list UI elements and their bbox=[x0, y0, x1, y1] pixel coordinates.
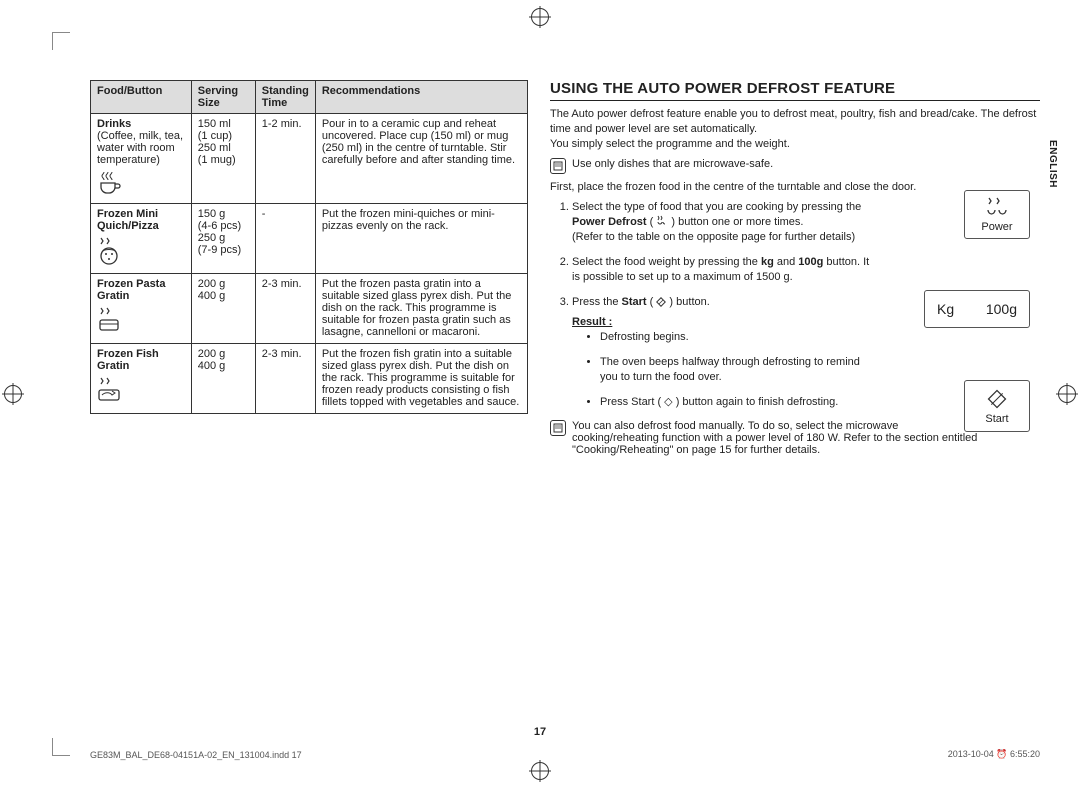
cell-food: Frozen Pasta Gratin bbox=[91, 274, 192, 344]
crop-mark bbox=[52, 32, 70, 50]
cell-rec: Put the frozen pasta gratin into a suita… bbox=[315, 274, 527, 344]
note-icon bbox=[550, 158, 566, 174]
snow-fish-icon bbox=[97, 376, 123, 409]
defrost-section: ENGLISH USING THE AUTO POWER DEFROST FEA… bbox=[550, 80, 1040, 728]
result-item: The oven beeps halfway through defrostin… bbox=[600, 355, 880, 385]
note-icon bbox=[550, 420, 566, 436]
defrost-icon bbox=[983, 196, 1011, 218]
power-defrost-button-illus: Power bbox=[964, 190, 1030, 239]
footer: GE83M_BAL_DE68-04151A-02_EN_131004.indd … bbox=[90, 749, 1040, 760]
th-size: Serving Size bbox=[191, 81, 255, 114]
cell-rec: Put the frozen fish gratin into a suitab… bbox=[315, 344, 527, 414]
100g-label: 100g bbox=[986, 301, 1017, 317]
page-content: Food/Button Serving Size Standing Time R… bbox=[90, 80, 1040, 728]
result-item: Press Start ( ◇ ) button again to finish… bbox=[600, 395, 880, 410]
page-number: 17 bbox=[534, 726, 546, 738]
kg-100g-button-illus: Kg 100g bbox=[924, 290, 1030, 328]
food-table: Food/Button Serving Size Standing Time R… bbox=[90, 80, 528, 414]
table-row: Drinks(Coffee, milk, tea, water with roo… bbox=[91, 114, 528, 204]
food-table-column: Food/Button Serving Size Standing Time R… bbox=[90, 80, 528, 728]
cell-food: Frozen Fish Gratin bbox=[91, 344, 192, 414]
defrost-inline-icon bbox=[656, 216, 671, 228]
table-row: Frozen Fish Gratin200 g 400 g2-3 min.Put… bbox=[91, 344, 528, 414]
th-rec: Recommendations bbox=[315, 81, 527, 114]
section-heading: USING THE AUTO POWER DEFROST FEATURE bbox=[550, 80, 1040, 101]
th-food: Food/Button bbox=[91, 81, 192, 114]
cell-rec: Put the frozen mini-quiches or mini-pizz… bbox=[315, 204, 527, 274]
cell-food: Frozen Mini Quich/Pizza bbox=[91, 204, 192, 274]
step-3: Press the Start ( ) button. Result : Def… bbox=[572, 295, 880, 410]
result-item: Defrosting begins. bbox=[600, 330, 880, 345]
cell-size: 150 ml (1 cup) 250 ml (1 mug) bbox=[191, 114, 255, 204]
start-inline-icon bbox=[656, 297, 666, 312]
registration-mark bbox=[4, 385, 22, 403]
intro-text: The Auto power defrost feature enable yo… bbox=[550, 107, 1040, 152]
footer-file: GE83M_BAL_DE68-04151A-02_EN_131004.indd … bbox=[90, 750, 302, 760]
cell-size: 200 g 400 g bbox=[191, 344, 255, 414]
start-button-illus: Start bbox=[964, 380, 1030, 432]
snow-pizza-icon bbox=[97, 236, 123, 269]
step-1: Select the type of food that you are coo… bbox=[572, 200, 880, 245]
result-label: Result : bbox=[572, 316, 612, 328]
kg-label: Kg bbox=[937, 301, 954, 317]
steps-list: Select the type of food that you are coo… bbox=[550, 200, 880, 409]
footer-timestamp: 2013-10-04 ⏰ 6:55:20 bbox=[948, 749, 1040, 760]
cell-time: - bbox=[255, 204, 315, 274]
cell-time: 1-2 min. bbox=[255, 114, 315, 204]
cell-time: 2-3 min. bbox=[255, 274, 315, 344]
snow-dish-icon bbox=[97, 306, 123, 339]
start-icon bbox=[985, 387, 1009, 411]
crop-mark bbox=[52, 738, 70, 756]
table-row: Frozen Mini Quich/Pizza150 g (4-6 pcs) 2… bbox=[91, 204, 528, 274]
cell-food: Drinks(Coffee, milk, tea, water with roo… bbox=[91, 114, 192, 204]
cell-size: 200 g 400 g bbox=[191, 274, 255, 344]
note-safe-dishes: Use only dishes that are microwave-safe. bbox=[572, 158, 773, 170]
registration-mark bbox=[1058, 385, 1076, 403]
th-time: Standing Time bbox=[255, 81, 315, 114]
cell-size: 150 g (4-6 pcs) 250 g (7-9 pcs) bbox=[191, 204, 255, 274]
registration-mark bbox=[531, 762, 549, 780]
start-label: Start bbox=[973, 413, 1021, 425]
power-label: Power bbox=[975, 221, 1019, 233]
table-row: Frozen Pasta Gratin200 g 400 g2-3 min.Pu… bbox=[91, 274, 528, 344]
result-list: Defrosting begins. The oven beeps halfway… bbox=[572, 330, 880, 409]
registration-mark bbox=[531, 8, 549, 26]
language-tab: ENGLISH bbox=[1047, 140, 1058, 188]
step-2: Select the food weight by pressing the k… bbox=[572, 255, 880, 285]
cell-rec: Pour in to a ceramic cup and reheat unco… bbox=[315, 114, 527, 204]
cup-steam-icon bbox=[97, 170, 123, 199]
note-manual-defrost: You can also defrost food manually. To d… bbox=[572, 420, 980, 456]
cell-time: 2-3 min. bbox=[255, 344, 315, 414]
